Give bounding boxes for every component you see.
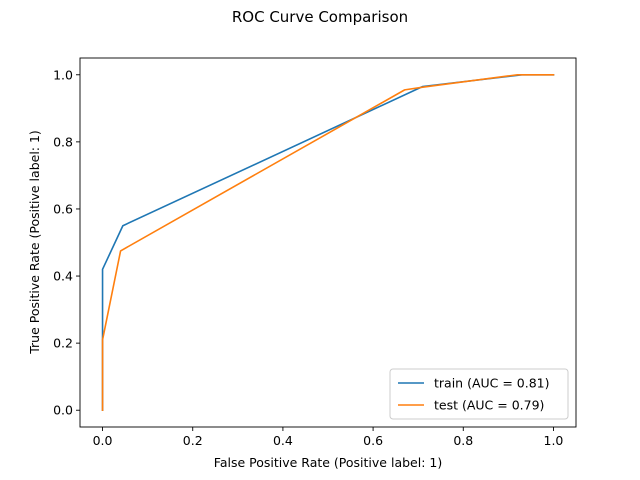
y-axis-label: True Positive Rate (Positive label: 1): [27, 130, 42, 355]
x-tick-label-4: 0.8: [453, 433, 473, 448]
y-tick-label-2: 0.4: [53, 269, 73, 284]
plot-area: 0.0 0.2 0.4 0.6 0.8 1.0 0.0 0.2 0.4 0.6 0.8 1.0: [53, 57, 577, 448]
chart-title: ROC Curve Comparison: [232, 8, 408, 26]
legend: train (AUC = 0.81) test (AUC = 0.79): [389, 368, 569, 420]
legend-box: [389, 368, 569, 420]
x-tick-label-1: 0.2: [183, 433, 203, 448]
x-tick-label-0: 0.0: [93, 433, 113, 448]
axes-frame: [79, 57, 577, 428]
y-tick-label-4: 0.8: [53, 134, 73, 149]
y-tick-label-5: 1.0: [53, 67, 73, 82]
series-line-0: [101, 73, 555, 412]
x-tick-label-3: 0.6: [363, 433, 383, 448]
legend-label-0: train (AUC = 0.81): [434, 376, 550, 391]
x-axis-label: False Positive Rate (Positive label: 1): [214, 455, 442, 470]
legend-label-1: test (AUC = 0.79): [434, 398, 544, 413]
x-tick-label-5: 1.0: [544, 433, 564, 448]
y-tick-label-1: 0.2: [53, 336, 73, 351]
series-line-1: [101, 73, 555, 412]
y-tick-label-0: 0.0: [53, 403, 73, 418]
y-tick-label-3: 0.6: [53, 201, 73, 216]
x-tick-label-2: 0.4: [273, 433, 293, 448]
